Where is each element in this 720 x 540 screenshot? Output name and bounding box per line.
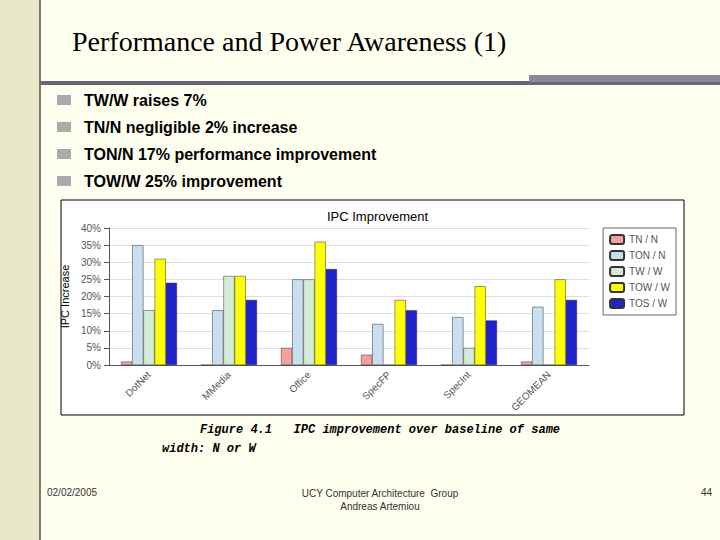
svg-text:10%: 10%: [81, 325, 101, 336]
svg-text:25%: 25%: [81, 274, 101, 285]
svg-text:DotNet: DotNet: [123, 369, 153, 399]
svg-text:UCY Computer Architecture Gro: UCY Computer Architecture Group: [302, 488, 459, 499]
svg-text:TOW/W 25% improvement: TOW/W 25% improvement: [84, 173, 283, 190]
svg-text:02/02/2005: 02/02/2005: [47, 487, 97, 498]
svg-text:width: N or W: width: N or W: [162, 442, 257, 456]
svg-text:TN / N: TN / N: [629, 234, 658, 245]
svg-text:TON/N 17% performance improvem: TON/N 17% performance improvement: [84, 146, 377, 163]
svg-text:Andreas Artemiou: Andreas Artemiou: [340, 501, 420, 512]
svg-text:TN/N negligible 2% increase: TN/N negligible 2% increase: [84, 119, 298, 136]
svg-text:0%: 0%: [87, 360, 102, 371]
svg-text:IPC Improvement: IPC Improvement: [327, 209, 429, 224]
svg-text:30%: 30%: [81, 257, 101, 268]
svg-text:Figure 4.1 IPC improvement o: Figure 4.1 IPC improvement over baseline…: [200, 423, 560, 437]
svg-text:Office: Office: [287, 369, 313, 395]
svg-text:44: 44: [701, 487, 713, 498]
svg-text:40%: 40%: [81, 223, 101, 234]
svg-text:MMedia: MMedia: [200, 369, 233, 402]
svg-text:Performance and Power Awarenes: Performance and Power Awareness (1): [72, 26, 506, 57]
svg-text:SpecInt: SpecInt: [441, 369, 473, 401]
svg-text:TW / W: TW / W: [629, 266, 663, 277]
svg-text:IPC Increase: IPC Increase: [59, 265, 71, 329]
svg-text:SpecFP: SpecFP: [360, 369, 393, 402]
svg-text:TW/W raises 7%: TW/W raises 7%: [84, 92, 207, 109]
svg-text:15%: 15%: [81, 308, 101, 319]
svg-text:20%: 20%: [81, 291, 101, 302]
svg-text:TOS / W: TOS / W: [629, 298, 668, 309]
svg-text:GEOMEAN: GEOMEAN: [509, 369, 553, 413]
svg-text:TOW / W: TOW / W: [629, 282, 670, 293]
svg-text:35%: 35%: [81, 240, 101, 251]
svg-text:TON / N: TON / N: [629, 250, 665, 261]
svg-text:5%: 5%: [87, 342, 102, 353]
